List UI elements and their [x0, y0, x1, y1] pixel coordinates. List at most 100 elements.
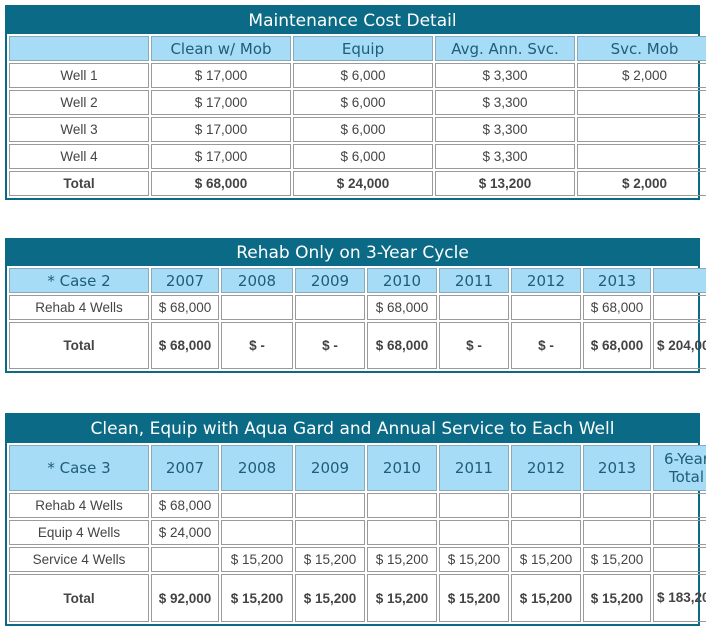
- cell: [367, 493, 437, 518]
- cell: [439, 520, 509, 545]
- cell: [653, 493, 706, 518]
- cell: Service 4 Wells: [9, 547, 149, 572]
- cell: $ 68,000: [151, 171, 291, 196]
- cell: 2012: [511, 268, 581, 293]
- cell: $ 15,200: [367, 547, 437, 572]
- table: Clean w/ Mob Equip Avg. Ann. Svc. Svc. Mob W…: [7, 34, 706, 198]
- cell: $ 15,200: [511, 547, 581, 572]
- cell: $ 68,000: [583, 322, 651, 369]
- cell: 2010: [367, 268, 437, 293]
- cell: [653, 268, 706, 293]
- cell: Rehab 4 Wells: [9, 493, 149, 518]
- cell: [221, 295, 293, 320]
- table-title: Clean, Equip with Aqua Gard and Annual S…: [7, 415, 698, 443]
- data-row: Well 1 $ 17,000 $ 6,000 $ 3,300 $ 2,000: [9, 63, 706, 88]
- cell: Total: [9, 322, 149, 369]
- cell: $ 15,200: [221, 574, 293, 622]
- cell: Well 4: [9, 144, 149, 169]
- cell: $ 15,200: [221, 547, 293, 572]
- cell: $ 6,000: [293, 144, 433, 169]
- header-row: * Case 2 2007 2008 2009 2010 2011 2012 2013: [9, 268, 706, 293]
- cell: [221, 493, 293, 518]
- cell: 2010: [367, 445, 437, 491]
- data-row: Rehab 4 Wells $ 68,000 $ 68,000 $ 68,000: [9, 295, 706, 320]
- cell: $ 17,000: [151, 144, 291, 169]
- cell: $ 68,000: [367, 295, 437, 320]
- cell: $ 3,300: [435, 63, 575, 88]
- cell: 2013: [583, 268, 651, 293]
- cell: 2009: [295, 268, 365, 293]
- cell: $ 17,000: [151, 63, 291, 88]
- cell: 2012: [511, 445, 581, 491]
- cell: $ 15,200: [439, 547, 509, 572]
- cell: [295, 493, 365, 518]
- cell: [295, 295, 365, 320]
- table: * Case 2 2007 2008 2009 2010 2011 2012 2013 Reha…: [7, 266, 706, 371]
- cell: 2007: [151, 268, 219, 293]
- cell: Rehab 4 Wells: [9, 295, 149, 320]
- cell: $ 68,000: [151, 322, 219, 369]
- cell: $ 17,000: [151, 90, 291, 115]
- cell: $ 68,000: [151, 295, 219, 320]
- cell: [653, 547, 706, 572]
- cell: 2011: [439, 445, 509, 491]
- cell: [511, 493, 581, 518]
- cell: [577, 117, 706, 142]
- data-row: Equip 4 Wells $ 24,000: [9, 520, 706, 545]
- cell: 2007: [151, 445, 219, 491]
- table: * Case 3 2007 2008 2009 2010 2011 2012 2013 6-Ye…: [7, 443, 706, 624]
- cell: [9, 36, 149, 61]
- cell: [653, 520, 706, 545]
- cell: $ 6,000: [293, 90, 433, 115]
- cell: * Case 3: [9, 445, 149, 491]
- cell: $ -: [221, 322, 293, 369]
- cell: [511, 295, 581, 320]
- cell: [367, 520, 437, 545]
- cell: $ 3,300: [435, 90, 575, 115]
- cell: $ 15,200: [583, 547, 651, 572]
- data-row: Well 2 $ 17,000 $ 6,000 $ 3,300: [9, 90, 706, 115]
- cell: [439, 493, 509, 518]
- cell: Clean w/ Mob: [151, 36, 291, 61]
- cell: $ 17,000: [151, 117, 291, 142]
- cell: $ 68,000: [367, 322, 437, 369]
- cell: $ 15,200: [439, 574, 509, 622]
- header-row: * Case 3 2007 2008 2009 2010 2011 2012 2013 6-Ye…: [9, 445, 706, 491]
- cell: $ 92,000: [151, 574, 219, 622]
- cell: $ 183,200: [653, 574, 706, 622]
- cell: Svc. Mob: [577, 36, 706, 61]
- cell: $ 24,000: [151, 520, 219, 545]
- cell: $ 15,200: [511, 574, 581, 622]
- cell: $ 15,200: [295, 547, 365, 572]
- data-row: Rehab 4 Wells $ 68,000: [9, 493, 706, 518]
- cell: $ 15,200: [367, 574, 437, 622]
- cell: $ 2,000: [577, 171, 706, 196]
- cell: [221, 520, 293, 545]
- cell: [577, 144, 706, 169]
- cell: 2009: [295, 445, 365, 491]
- cell: 2008: [221, 445, 293, 491]
- data-row: Total $ 68,000 $ 24,000 $ 13,200 $ 2,000: [9, 171, 706, 196]
- cell: $ -: [439, 322, 509, 369]
- cell: 2013: [583, 445, 651, 491]
- cell: 2008: [221, 268, 293, 293]
- cell: $ 2,000: [577, 63, 706, 88]
- cell: $ -: [511, 322, 581, 369]
- cell: Equip 4 Wells: [9, 520, 149, 545]
- header-row: Clean w/ Mob Equip Avg. Ann. Svc. Svc. Mob: [9, 36, 706, 61]
- data-row: Total $ 92,000 $ 15,200 $ 15,200 $ 15,200 $ 1…: [9, 574, 706, 622]
- cell: [583, 520, 651, 545]
- cell: 2011: [439, 268, 509, 293]
- cell: $ 3,300: [435, 117, 575, 142]
- cell: [295, 520, 365, 545]
- cell: $ 68,000: [583, 295, 651, 320]
- cell: Well 2: [9, 90, 149, 115]
- cell: Equip: [293, 36, 433, 61]
- cell: [151, 547, 219, 572]
- data-row: Total $ 68,000 $ - $ - $ 68,000 $ - $ - $ 68,00…: [9, 322, 706, 369]
- cell: $ 204,000: [653, 322, 706, 369]
- cell: [583, 493, 651, 518]
- table-block: Maintenance Cost Detail Clean w/ Mob Equip…: [5, 5, 706, 200]
- cell: Total: [9, 574, 149, 622]
